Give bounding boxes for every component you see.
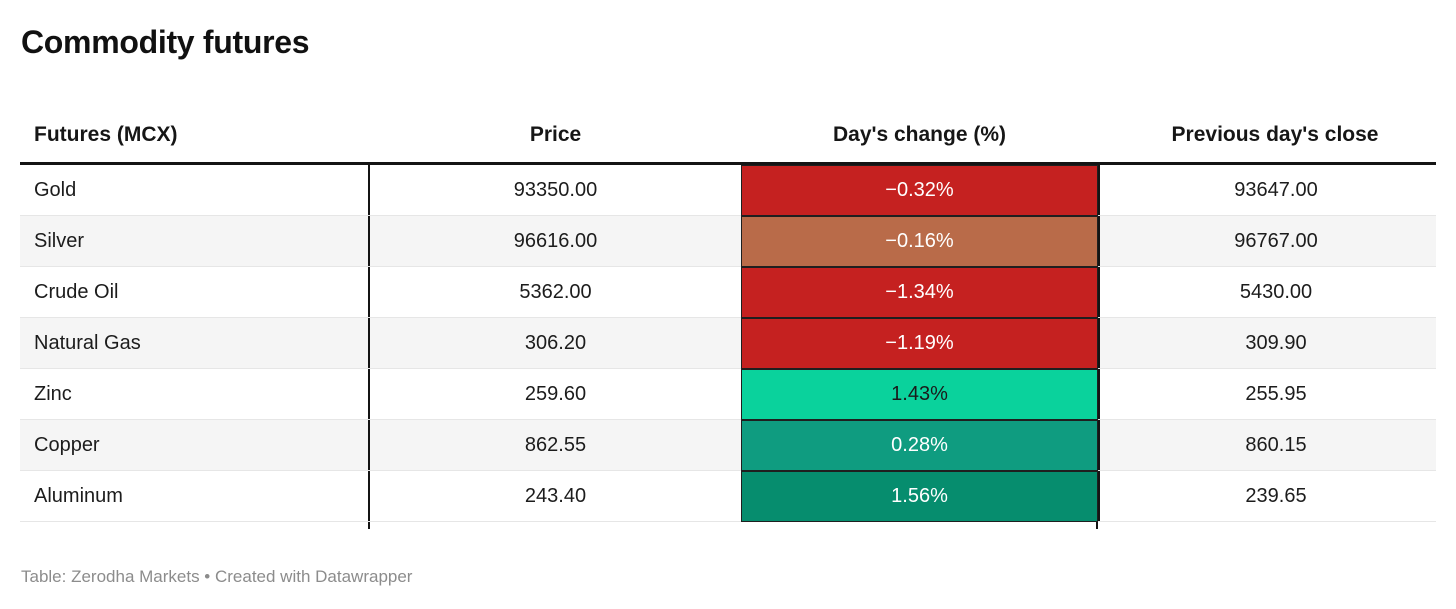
table-row: Silver 96616.00 −0.16% 96767.00 (20, 216, 1436, 267)
previous-close-cell: 860.15 (1098, 420, 1436, 470)
table-row: Crude Oil 5362.00 −1.34% 5430.00 (20, 267, 1436, 318)
futures-name-cell: Aluminum (20, 471, 370, 521)
table-row: Copper 862.55 0.28% 860.15 (20, 420, 1436, 471)
price-cell: 259.60 (524, 382, 587, 405)
column-rule-extension-left (368, 522, 370, 529)
futures-name-cell: Zinc (20, 369, 370, 419)
table-row: Gold 93350.00 −0.32% 93647.00 (20, 165, 1436, 216)
futures-name-cell: Crude Oil (20, 267, 370, 317)
table-row: Natural Gas 306.20 −1.19% 309.90 (20, 318, 1436, 369)
futures-name-cell: Silver (20, 216, 370, 266)
days-change-cell: −1.19% (741, 318, 1098, 369)
previous-close-cell: 96767.00 (1098, 216, 1436, 266)
table-body: Gold 93350.00 −0.32% 93647.00 Silver 966… (20, 165, 1436, 522)
header-days-change: Day's change (%) (832, 123, 1007, 146)
futures-name-cell: Natural Gas (20, 318, 370, 368)
days-change-cell: −1.34% (741, 267, 1098, 318)
previous-close-cell: 309.90 (1098, 318, 1436, 368)
table-row: Zinc 259.60 1.43% 255.95 (20, 369, 1436, 420)
days-change-cell: −0.16% (741, 216, 1098, 267)
previous-close-cell: 255.95 (1098, 369, 1436, 419)
table-row: Aluminum 243.40 1.56% 239.65 (20, 471, 1436, 522)
commodity-futures-table: Futures (MCX) Price Day's change (%) Pre… (20, 108, 1436, 522)
price-cell: 862.55 (524, 433, 587, 456)
header-futures-mcx: Futures (MCX) (34, 123, 178, 146)
table-header-row: Futures (MCX) Price Day's change (%) Pre… (20, 108, 1436, 165)
futures-name-cell: Copper (20, 420, 370, 470)
days-change-cell: −0.32% (741, 165, 1098, 216)
price-cell: 243.40 (524, 484, 587, 507)
days-change-cell: 1.43% (741, 369, 1098, 420)
price-cell: 93350.00 (513, 178, 598, 201)
days-change-cell: 1.56% (741, 471, 1098, 522)
price-cell: 5362.00 (519, 280, 592, 303)
previous-close-cell: 5430.00 (1098, 267, 1436, 317)
futures-name-cell: Gold (20, 165, 370, 215)
header-price: Price (529, 123, 582, 146)
previous-close-cell: 93647.00 (1098, 165, 1436, 215)
days-change-cell: 0.28% (741, 420, 1098, 471)
table-footer: Table: Zerodha Markets • Created with Da… (21, 567, 413, 586)
page-title: Commodity futures (21, 24, 310, 60)
column-rule-extension-right (1096, 522, 1098, 529)
price-cell: 96616.00 (513, 229, 598, 252)
header-previous-close: Previous day's close (1171, 123, 1379, 146)
price-cell: 306.20 (524, 331, 587, 354)
previous-close-cell: 239.65 (1098, 471, 1436, 521)
